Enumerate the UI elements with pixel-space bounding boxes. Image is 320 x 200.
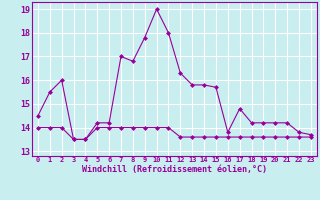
X-axis label: Windchill (Refroidissement éolien,°C): Windchill (Refroidissement éolien,°C)	[82, 165, 267, 174]
